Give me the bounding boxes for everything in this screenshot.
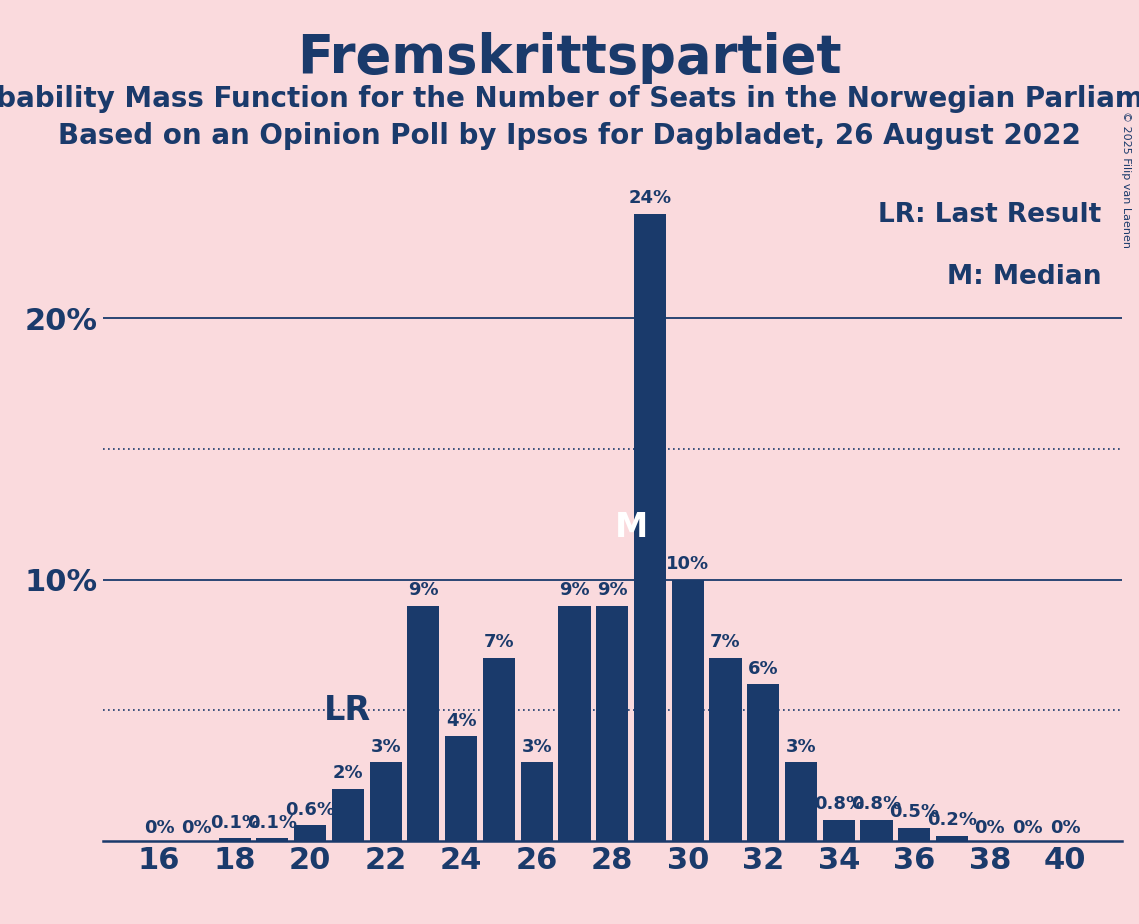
Text: 7%: 7% [484,634,514,651]
Bar [256,838,288,841]
Text: 0%: 0% [1050,819,1081,837]
Text: M: Median: M: Median [947,263,1101,289]
Text: 4%: 4% [445,711,476,730]
Text: 6%: 6% [748,660,779,677]
Text: 3%: 3% [370,738,401,756]
Text: 0.1%: 0.1% [247,814,297,832]
Text: 3%: 3% [786,738,817,756]
Bar [785,762,817,841]
Text: 10%: 10% [666,555,710,573]
Text: 0%: 0% [181,819,212,837]
Bar [822,820,854,841]
Bar [596,606,629,841]
Text: 9%: 9% [559,581,590,600]
Bar [483,658,515,841]
Text: 24%: 24% [629,189,672,207]
Text: 0.8%: 0.8% [813,796,863,813]
Bar [899,828,931,841]
Text: Fremskrittspartiet: Fremskrittspartiet [297,32,842,84]
Text: 7%: 7% [711,634,740,651]
Text: 0.6%: 0.6% [285,800,335,819]
Bar [558,606,590,841]
Text: LR: LR [325,694,371,727]
Text: 0.5%: 0.5% [890,803,940,821]
Bar [936,835,968,841]
Bar [294,825,326,841]
Bar [634,214,666,841]
Text: Based on an Opinion Poll by Ipsos for Dagbladet, 26 August 2022: Based on an Opinion Poll by Ipsos for Da… [58,122,1081,150]
Bar [710,658,741,841]
Text: M: M [614,511,648,544]
Bar [219,838,251,841]
Bar [408,606,440,841]
Bar [521,762,552,841]
Bar [370,762,402,841]
Text: 9%: 9% [408,581,439,600]
Text: 2%: 2% [333,764,363,782]
Bar [445,736,477,841]
Text: Probability Mass Function for the Number of Seats in the Norwegian Parliament: Probability Mass Function for the Number… [0,85,1139,113]
Text: © 2025 Filip van Laenen: © 2025 Filip van Laenen [1121,111,1131,248]
Text: LR: Last Result: LR: Last Result [878,202,1101,228]
Text: 3%: 3% [522,738,552,756]
Bar [747,684,779,841]
Text: 0%: 0% [975,819,1005,837]
Text: 0%: 0% [1013,819,1043,837]
Bar [860,820,893,841]
Text: 0.2%: 0.2% [927,811,977,829]
Text: 9%: 9% [597,581,628,600]
Bar [331,788,364,841]
Text: 0.1%: 0.1% [210,814,260,832]
Bar [672,579,704,841]
Text: 0.8%: 0.8% [852,796,902,813]
Text: 0%: 0% [144,819,174,837]
